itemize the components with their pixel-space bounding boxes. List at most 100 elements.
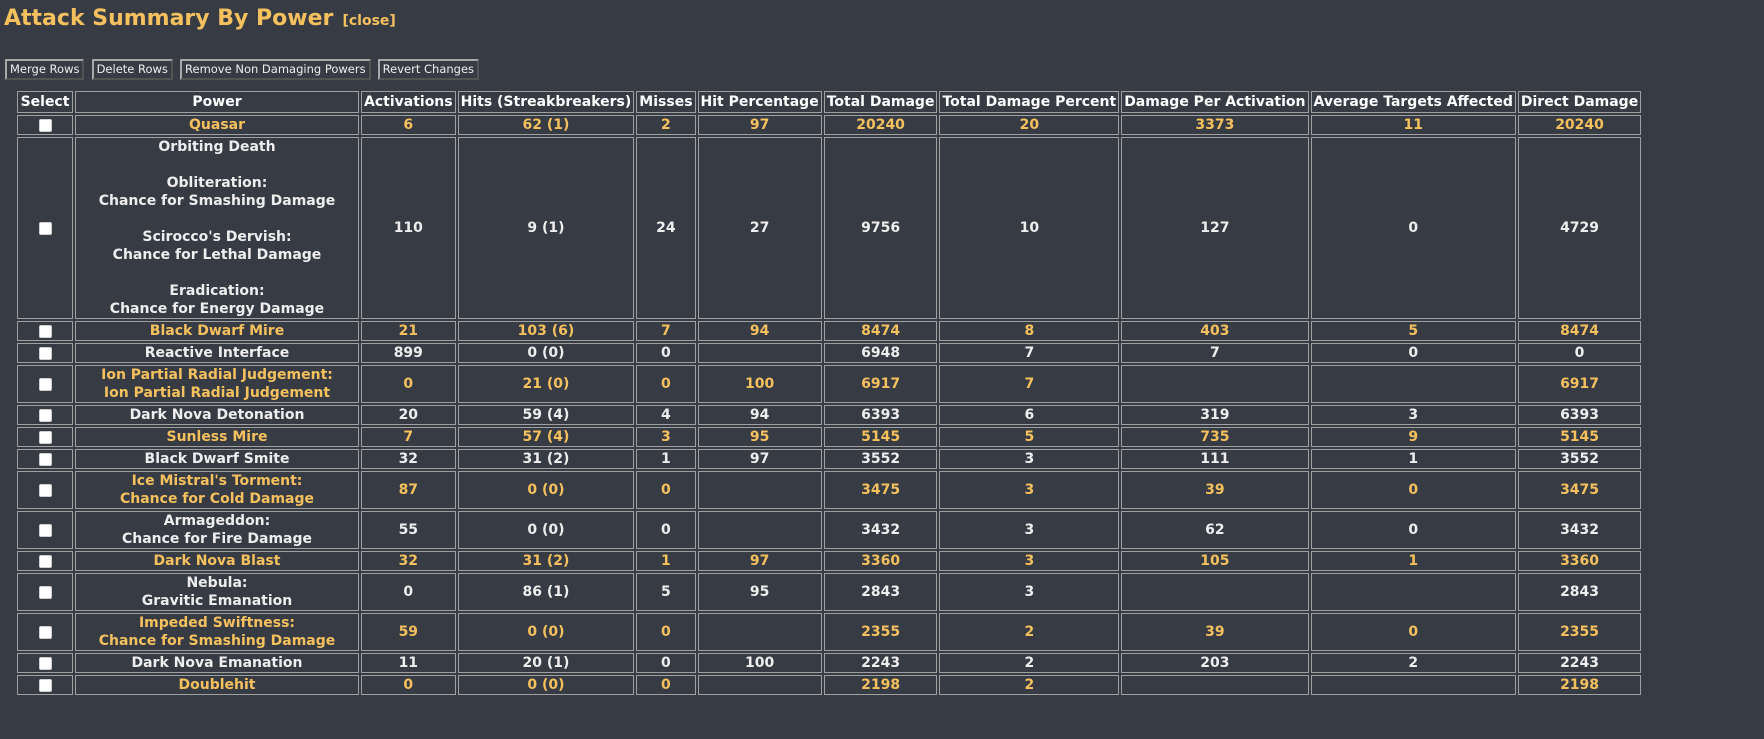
table-body: Quasar 6 62 (1) 2 97 20240 20 3373 11 20240 Orbiti… [17,115,1642,695]
row-select-checkbox[interactable] [38,118,52,132]
power-cell: Black Dwarf Smite [75,449,359,469]
header-total-damage[interactable]: Total Damage [823,91,938,113]
misses-cell: 0 [636,343,696,363]
damage-per-activation-cell [1121,675,1309,695]
hit-percentage-cell: 100 [697,653,822,673]
total-damage-cell: 9756 [823,137,938,319]
row-select-checkbox[interactable] [38,523,52,537]
table-row: Ice Mistral's Torment: Chance for Cold D… [17,471,1642,509]
row-select-checkbox[interactable] [38,656,52,670]
select-cell [17,321,73,341]
row-select-checkbox[interactable] [38,585,52,599]
revert-changes-button[interactable]: Revert Changes [377,59,480,80]
direct-damage-cell: 6393 [1517,405,1642,425]
average-targets-cell [1310,573,1516,611]
table-row: Orbiting Death Obliteration: Chance for … [17,137,1642,319]
header-misses[interactable]: Misses [636,91,696,113]
damage-per-activation-cell [1121,573,1309,611]
row-select-checkbox[interactable] [38,452,52,466]
total-damage-cell: 3432 [823,511,938,549]
misses-cell: 5 [636,573,696,611]
table-row: Quasar 6 62 (1) 2 97 20240 20 3373 11 20240 [17,115,1642,135]
row-select-checkbox[interactable] [38,324,52,338]
total-damage-percent-cell: 3 [939,449,1120,469]
row-select-checkbox[interactable] [38,346,52,360]
power-cell: Dark Nova Blast [75,551,359,571]
misses-cell: 4 [636,405,696,425]
row-select-checkbox[interactable] [38,408,52,422]
header-average-targets[interactable]: Average Targets Affected [1310,91,1516,113]
power-cell: Impeded Swiftness: Chance for Smashing D… [75,613,359,651]
select-cell [17,405,73,425]
damage-per-activation-cell: 127 [1121,137,1309,319]
row-select-checkbox[interactable] [38,221,52,235]
hits-cell: 0 (0) [457,343,635,363]
page-title: Attack Summary By Power [4,6,334,31]
direct-damage-cell: 3360 [1517,551,1642,571]
direct-damage-cell: 0 [1517,343,1642,363]
direct-damage-cell: 3432 [1517,511,1642,549]
table-row: Sunless Mire 7 57 (4) 3 95 5145 5 735 9 5145 [17,427,1642,447]
activations-cell: 32 [361,551,456,571]
total-damage-cell: 2355 [823,613,938,651]
activations-cell: 7 [361,427,456,447]
total-damage-percent-cell: 7 [939,343,1120,363]
hit-percentage-cell: 27 [697,137,822,319]
average-targets-cell [1310,675,1516,695]
damage-per-activation-cell: 7 [1121,343,1309,363]
total-damage-percent-cell: 3 [939,511,1120,549]
power-cell: Dark Nova Emanation [75,653,359,673]
merge-rows-button[interactable]: Merge Rows [5,59,85,80]
hit-percentage-cell: 97 [697,115,822,135]
average-targets-cell: 11 [1310,115,1516,135]
hit-percentage-cell [697,471,822,509]
header-select[interactable]: Select [17,91,73,113]
header-activations[interactable]: Activations [361,91,456,113]
toolbar: Merge Rows Delete Rows Remove Non Damagi… [5,58,481,80]
misses-cell: 0 [636,365,696,403]
hits-cell: 0 (0) [457,511,635,549]
total-damage-cell: 20240 [823,115,938,135]
power-cell: Dark Nova Detonation [75,405,359,425]
row-select-checkbox[interactable] [38,483,52,497]
header-total-damage-percent[interactable]: Total Damage Percent [939,91,1120,113]
header-hits[interactable]: Hits (Streakbreakers) [457,91,635,113]
misses-cell: 1 [636,551,696,571]
select-cell [17,511,73,549]
power-cell: Quasar [75,115,359,135]
activations-cell: 21 [361,321,456,341]
select-cell [17,675,73,695]
close-link[interactable]: [close] [342,13,396,29]
remove-non-damaging-button[interactable]: Remove Non Damaging Powers [180,59,371,80]
row-select-checkbox[interactable] [38,430,52,444]
average-targets-cell [1310,365,1516,403]
delete-rows-button[interactable]: Delete Rows [91,59,173,80]
misses-cell: 0 [636,653,696,673]
table-row: Doublehit 0 0 (0) 0 2198 2 2198 [17,675,1642,695]
damage-per-activation-cell: 105 [1121,551,1309,571]
header-direct-damage[interactable]: Direct Damage [1517,91,1642,113]
header-hit-percentage[interactable]: Hit Percentage [697,91,822,113]
misses-cell: 24 [636,137,696,319]
damage-per-activation-cell: 3373 [1121,115,1309,135]
row-select-checkbox[interactable] [38,678,52,692]
damage-per-activation-cell: 39 [1121,613,1309,651]
hit-percentage-cell: 97 [697,551,822,571]
header-damage-per-activation[interactable]: Damage Per Activation [1121,91,1309,113]
direct-damage-cell: 4729 [1517,137,1642,319]
activations-cell: 0 [361,365,456,403]
average-targets-cell: 1 [1310,551,1516,571]
hit-percentage-cell: 100 [697,365,822,403]
average-targets-cell: 1 [1310,449,1516,469]
row-select-checkbox[interactable] [38,625,52,639]
row-select-checkbox[interactable] [38,554,52,568]
row-select-checkbox[interactable] [38,377,52,391]
total-damage-cell: 2843 [823,573,938,611]
total-damage-cell: 3475 [823,471,938,509]
table-row: Nebula: Gravitic Emanation 0 86 (1) 5 95 2843… [17,573,1642,611]
hits-cell: 31 (2) [457,449,635,469]
header-power[interactable]: Power [75,91,359,113]
average-targets-cell: 0 [1310,137,1516,319]
direct-damage-cell: 6917 [1517,365,1642,403]
select-cell [17,449,73,469]
